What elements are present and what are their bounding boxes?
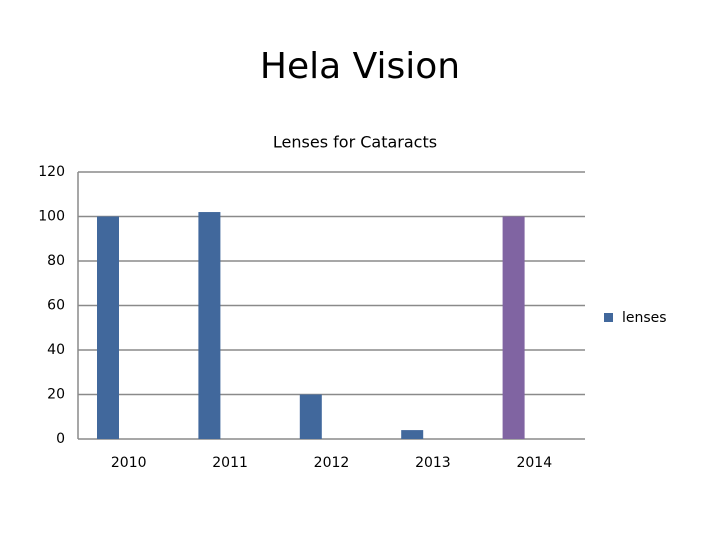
y-tick-label: 100 — [38, 209, 65, 225]
legend-swatch — [604, 313, 613, 322]
y-tick-label: 40 — [47, 342, 65, 358]
x-tick-label: 2010 — [111, 455, 147, 471]
y-tick-label: 80 — [47, 253, 65, 269]
x-tick-label: 2012 — [314, 455, 350, 471]
x-tick-label: 2013 — [415, 455, 451, 471]
chart-title: Lenses for Cataracts — [273, 133, 437, 152]
bar — [299, 394, 322, 439]
x-tick-label: 2014 — [516, 455, 552, 471]
x-tick-label: 2011 — [212, 455, 248, 471]
bar — [502, 216, 525, 439]
slide-title: Hela Vision — [260, 46, 460, 87]
bar — [401, 430, 424, 439]
y-tick-label: 20 — [47, 387, 65, 403]
bar — [198, 212, 221, 439]
y-tick-label: 120 — [38, 164, 65, 180]
y-tick-label: 0 — [56, 431, 65, 447]
legend-label: lenses — [622, 310, 667, 326]
bar — [97, 216, 119, 439]
y-tick-label: 60 — [47, 298, 65, 314]
